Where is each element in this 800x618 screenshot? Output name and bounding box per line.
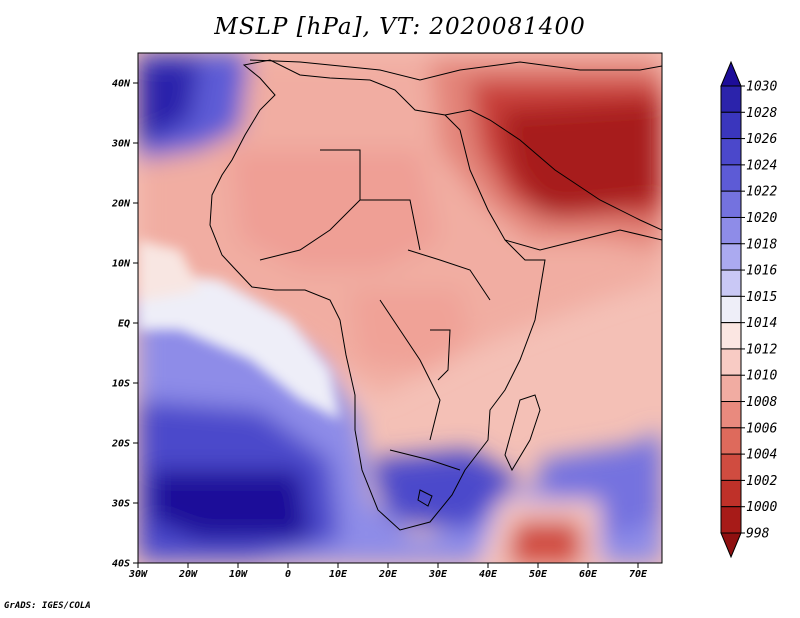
colorbar-swatch: [720, 85, 742, 113]
colorbar-swatch: [720, 243, 742, 271]
colorbar-label: 1018: [746, 237, 777, 252]
colorbar-label: 998: [746, 527, 770, 542]
colorbar-swatch: [720, 164, 742, 192]
colorbar-swatch: [720, 322, 742, 350]
colorbar-swatch: [720, 111, 742, 140]
lon-tick-label: 60E: [579, 569, 598, 580]
colorbar-label: 1015: [746, 290, 777, 305]
colorbar-label: 1030: [746, 80, 777, 95]
colorbar-swatch: [720, 269, 742, 297]
lat-tick-label: 20N: [111, 199, 131, 210]
credit-text: GrADS: IGES/COLA: [4, 601, 91, 611]
colorbar-label: 1022: [746, 185, 777, 200]
colorbar-swatch: [720, 190, 742, 218]
colorbar-swatch: [720, 295, 742, 324]
lat-tick-label: 20S: [111, 439, 130, 450]
lon-tick-label: 30E: [428, 569, 448, 580]
colorbar-swatch: [720, 427, 742, 455]
coastlines: [209, 59, 662, 531]
colorbar-top-arrow: [720, 60, 742, 87]
lat-tick-label: 10N: [112, 259, 131, 270]
lat-tick-label: EQ: [118, 319, 130, 330]
map-title: MSLP [hPa], VT: 2020081400: [214, 14, 586, 40]
lon-tick-label: 10E: [329, 569, 348, 580]
colorbar-label: 1010: [746, 369, 777, 384]
colorbar-swatch: [720, 506, 742, 534]
lon-tick-label: 0: [285, 569, 291, 580]
colorbar-label: 1020: [746, 211, 777, 226]
colorbar-label: 1014: [746, 316, 777, 331]
colorbar-label: 1012: [746, 342, 777, 357]
lon-tick-label: 70E: [629, 569, 648, 580]
lat-axis: 40N 30N 20N 10N EQ 10S 20S 30S 40S: [111, 79, 138, 570]
map-frame: [137, 52, 663, 564]
colorbar-label: 1002: [746, 474, 777, 489]
colorbar-swatch: [720, 374, 742, 403]
lon-tick-label: 50E: [529, 569, 548, 580]
colorbar-label: 1004: [746, 448, 777, 463]
lon-tick-label: 30W: [128, 569, 148, 580]
colorbar-label: 1016: [746, 264, 777, 279]
colorbar-swatch: [720, 401, 742, 429]
colorbar: 1030 1028 1026 1024 1022 1020 1018 1016 1015 1014…: [720, 60, 777, 559]
lon-axis: 30W 20W 10W 0 10E 20E 30E 40E 50E 60E 70E: [128, 563, 648, 580]
lat-tick-label: 30S: [111, 499, 130, 510]
colorbar-swatch: [720, 216, 742, 245]
lon-tick-label: 20W: [178, 569, 198, 580]
lat-tick-label: 40N: [112, 79, 131, 90]
lon-tick-label: 40E: [479, 569, 498, 580]
lon-tick-label: 20E: [378, 569, 398, 580]
colorbar-label: 1026: [746, 132, 777, 147]
lon-tick-label: 10W: [229, 569, 248, 580]
colorbar-swatch: [720, 348, 742, 376]
lat-tick-label: 40S: [112, 559, 130, 570]
colorbar-label: 1024: [746, 158, 777, 173]
lat-tick-label: 10S: [112, 379, 130, 390]
colorbar-swatch: [720, 479, 742, 508]
lat-tick-label: 30N: [111, 139, 131, 150]
colorbar-label: 1008: [746, 395, 777, 410]
colorbar-label: 1006: [746, 421, 777, 436]
pressure-field: [138, 53, 662, 563]
colorbar-swatch: [720, 453, 742, 481]
colorbar-label: 1028: [746, 106, 777, 121]
colorbar-bottom-arrow: [720, 532, 742, 559]
colorbar-swatch: [720, 138, 742, 166]
colorbar-label: 1000: [746, 500, 777, 515]
